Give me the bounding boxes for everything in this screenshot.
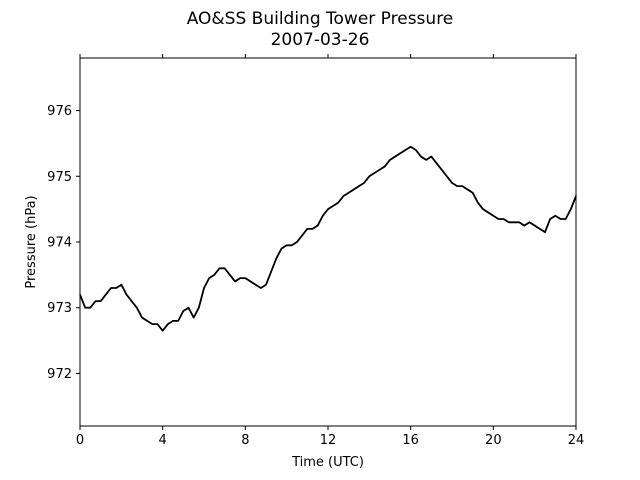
chart-title: AO&SS Building Tower Pressure xyxy=(187,9,454,29)
x-tick-label: 8 xyxy=(241,433,249,448)
y-tick-label: 976 xyxy=(47,104,72,119)
series-line-0 xyxy=(79,145,577,332)
x-tick-label: 4 xyxy=(159,433,167,448)
tick-layer: 0 4 8 12 16 20 24 972 973 974 975 976 xyxy=(47,54,584,448)
y-tick-label: 973 xyxy=(47,301,72,316)
y-axis-label: Pressure (hPa) xyxy=(24,195,39,288)
x-tick-label: 24 xyxy=(568,433,585,448)
y-tick-label: 972 xyxy=(47,367,72,382)
x-tick-label: 0 xyxy=(76,433,84,448)
chart-subtitle: 2007-03-26 xyxy=(271,30,370,50)
y-tick-label: 975 xyxy=(47,170,72,185)
x-tick-label: 16 xyxy=(402,433,419,448)
x-tick-label: 12 xyxy=(320,433,337,448)
y-tick-label: 974 xyxy=(47,236,72,251)
x-axis-label: Time (UTC) xyxy=(291,455,364,470)
series-layer xyxy=(79,145,577,332)
plot-frame xyxy=(79,57,577,427)
x-tick-label: 20 xyxy=(485,433,502,448)
